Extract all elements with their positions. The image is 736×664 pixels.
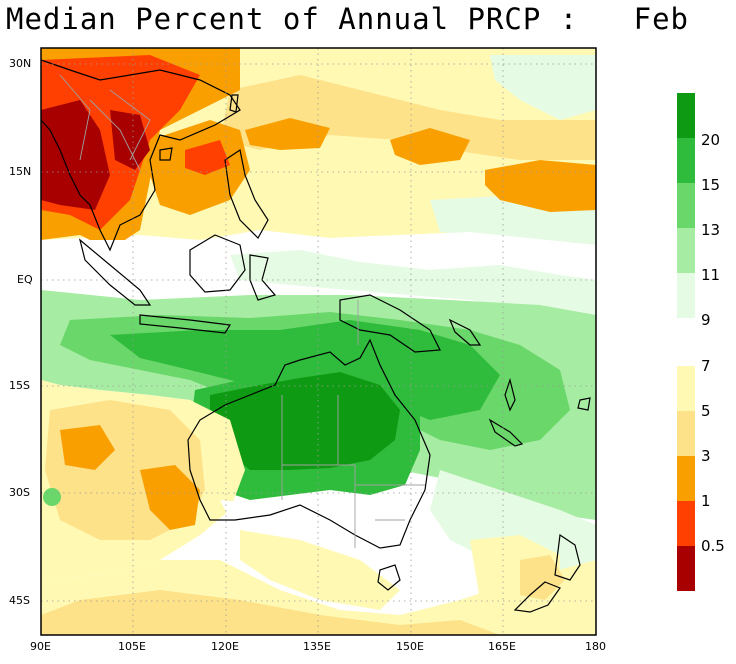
- plot-frame: [40, 47, 597, 636]
- lon-label-180: 180: [585, 640, 606, 653]
- legend-label-3: 3: [701, 447, 711, 465]
- legend-label-11: 11: [701, 266, 721, 284]
- lat-label-15s: 15S: [9, 379, 30, 392]
- legend-upper-swatch-1: [677, 138, 695, 183]
- legend-upper-swatch-0: [677, 93, 695, 138]
- legend-lower-swatch-4: [677, 546, 695, 591]
- lon-label-105e: 105E: [118, 640, 146, 653]
- lat-label-15n: 15N: [9, 165, 32, 178]
- borders: [59, 74, 425, 548]
- legend-label-7: 7: [701, 357, 711, 375]
- lon-label-120e: 120E: [211, 640, 239, 653]
- legend-label-9: 9: [701, 311, 711, 329]
- legend-lower: [677, 366, 695, 591]
- precip-field: [41, 48, 596, 635]
- lat-label-30s: 30S: [9, 486, 30, 499]
- lat-label-eq: EQ: [17, 273, 33, 286]
- lat-label-45s: 45S: [9, 594, 30, 607]
- graticule: [41, 48, 596, 635]
- lat-label-30n: 30N: [9, 57, 32, 70]
- map-title: Median Percent of Annual PRCP : Feb: [6, 2, 690, 36]
- legend-upper: [677, 93, 695, 318]
- legend-label-20: 20: [701, 131, 721, 149]
- legend-label-5: 5: [701, 402, 711, 420]
- lon-label-165e: 165E: [488, 640, 516, 653]
- legend-label-1: 1: [701, 492, 711, 510]
- legend-lower-swatch-3: [677, 501, 695, 546]
- lon-label-135e: 135E: [303, 640, 331, 653]
- legend-lower-swatch-2: [677, 456, 695, 501]
- legend-lower-swatch-0: [677, 366, 695, 411]
- legend-label-15: 15: [701, 176, 721, 194]
- lon-label-90e: 90E: [30, 640, 51, 653]
- legend-upper-swatch-3: [677, 228, 695, 273]
- coastlines: [41, 59, 591, 613]
- lon-label-150e: 150E: [396, 640, 424, 653]
- legend-label-0-5: 0.5: [701, 537, 725, 555]
- legend-upper-swatch-2: [677, 183, 695, 228]
- legend-label-13: 13: [701, 221, 721, 239]
- legend-upper-swatch-4: [677, 273, 695, 318]
- legend-lower-swatch-1: [677, 411, 695, 456]
